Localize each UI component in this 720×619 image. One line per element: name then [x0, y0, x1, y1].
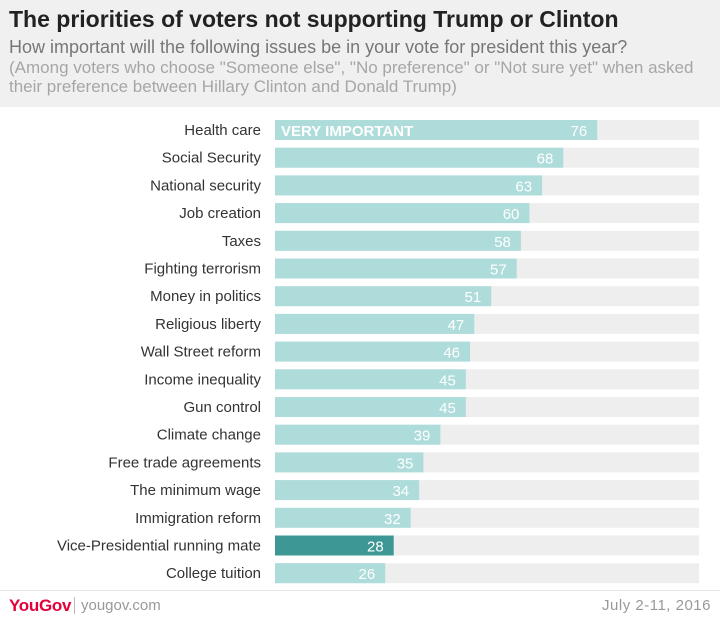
- category-label: Job creation: [179, 205, 261, 222]
- category-label: Immigration reform: [135, 510, 261, 527]
- value-label: 47: [448, 317, 465, 334]
- value-label: 45: [439, 372, 456, 389]
- category-label: Wall Street reform: [141, 344, 261, 361]
- chart-title: The priorities of voters not supporting …: [9, 6, 619, 32]
- value-label: 32: [384, 511, 401, 528]
- logo-separator: [74, 597, 75, 614]
- chart-subtitle: How important will the following issues …: [9, 37, 628, 57]
- logo-gov: Gov: [38, 596, 72, 615]
- footer-divider: [0, 590, 720, 591]
- category-label: The minimum wage: [130, 482, 261, 499]
- value-label: 58: [494, 234, 511, 251]
- value-label: 46: [443, 345, 460, 362]
- category-label: National security: [150, 177, 261, 194]
- bar: [275, 230, 521, 251]
- category-label: Taxes: [222, 233, 261, 250]
- bar: [275, 424, 441, 445]
- category-label: Income inequality: [144, 371, 261, 388]
- bar: [275, 313, 475, 334]
- value-label: 35: [397, 455, 414, 472]
- category-label: Climate change: [157, 427, 261, 444]
- survey-date: July 2-11, 2016: [602, 597, 711, 614]
- category-label: Free trade agreements: [108, 454, 261, 471]
- bar: [275, 258, 517, 279]
- value-label: 34: [392, 483, 409, 500]
- value-label: 68: [537, 151, 554, 168]
- bar: [275, 203, 530, 224]
- bar: [275, 452, 424, 473]
- header-band: The priorities of voters not supporting …: [0, 0, 720, 107]
- bar: [275, 397, 466, 417]
- value-label: 45: [439, 400, 456, 417]
- category-label: Fighting terrorism: [144, 261, 261, 278]
- value-label: 76: [571, 123, 588, 140]
- category-label: Money in politics: [150, 288, 261, 305]
- bar: [275, 507, 411, 528]
- bar-chart: Health care 76 VERY IMPORTANT Social Securi…: [57, 120, 699, 584]
- logo-you: You: [9, 596, 39, 615]
- bar: [275, 147, 564, 168]
- value-label: 57: [490, 262, 507, 279]
- value-label: 60: [503, 206, 520, 223]
- category-label: Social Security: [162, 150, 262, 167]
- category-label: Religious liberty: [155, 316, 261, 333]
- bar: [275, 480, 420, 501]
- category-label: Gun control: [183, 399, 261, 416]
- value-label: 63: [515, 178, 532, 195]
- category-label: Health care: [184, 122, 261, 139]
- value-label: 51: [465, 289, 482, 306]
- bar: [275, 175, 543, 196]
- chart-note: (Among voters who choose "Someone else",…: [9, 58, 694, 96]
- value-label: 28: [367, 539, 384, 556]
- category-label: Vice-Presidential running mate: [57, 538, 261, 555]
- bar: [275, 286, 492, 307]
- bar: [275, 535, 394, 556]
- category-label: College tuition: [166, 565, 261, 582]
- bar: [275, 563, 386, 584]
- value-label: 39: [414, 428, 431, 445]
- value-label: 26: [359, 566, 376, 583]
- series-label: VERY IMPORTANT: [281, 123, 413, 140]
- bar: [275, 120, 598, 140]
- yougov-logo: YouGov: [9, 596, 71, 616]
- website-link[interactable]: yougov.com: [81, 597, 161, 614]
- bar: [275, 341, 471, 362]
- bar: [275, 369, 466, 390]
